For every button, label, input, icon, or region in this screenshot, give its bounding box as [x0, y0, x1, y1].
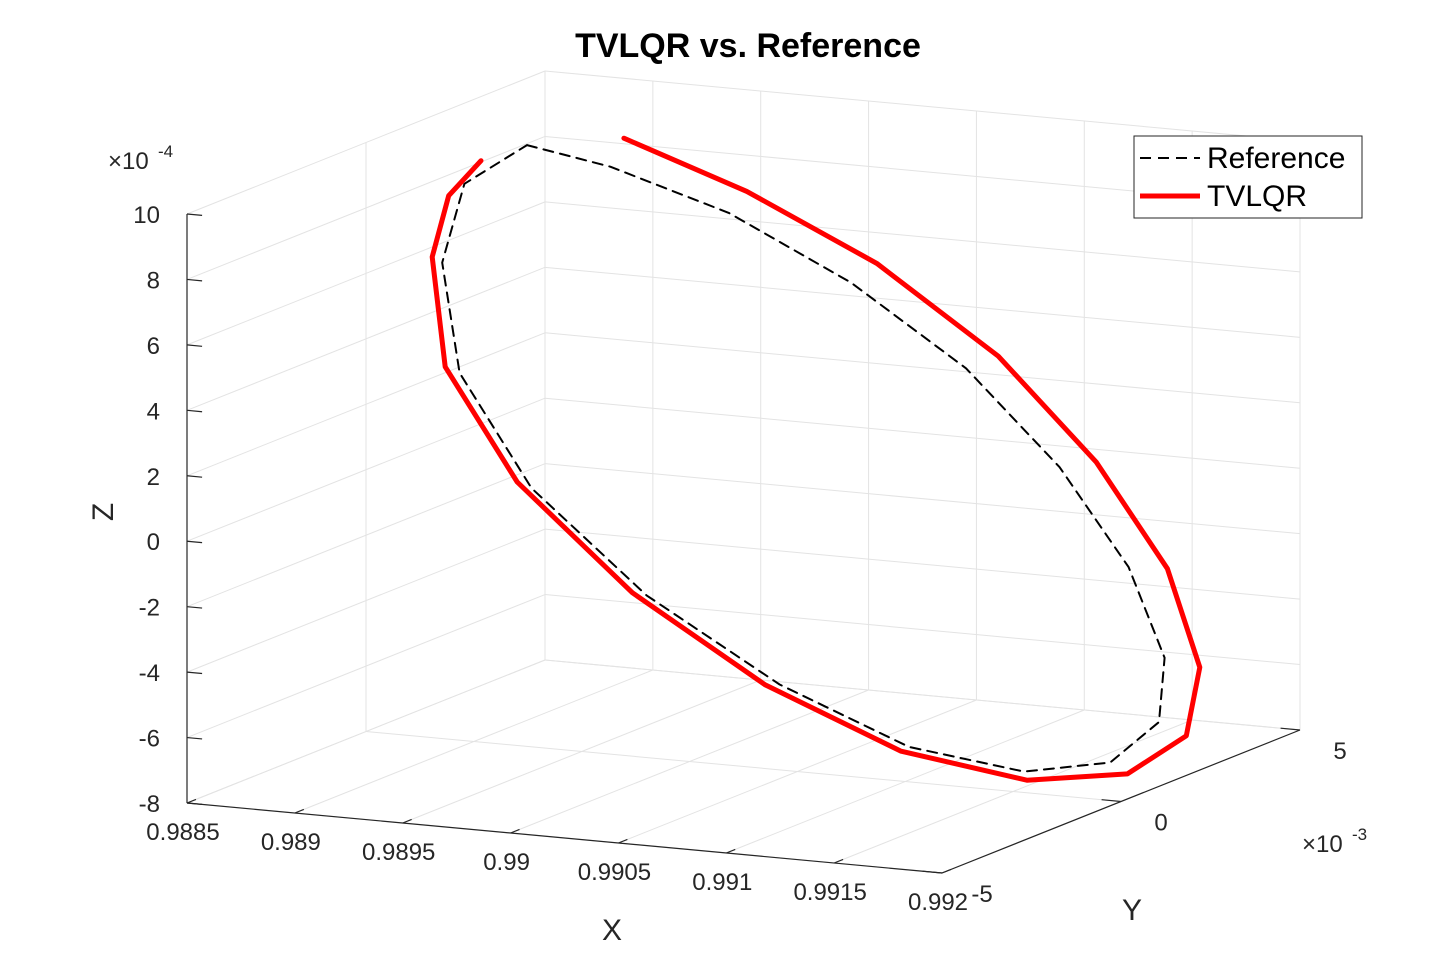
y-exponent: ×10 -3 [1302, 825, 1367, 858]
x-tick-mark [510, 828, 520, 834]
z-tick-label: -2 [139, 595, 160, 622]
x-tick-mark [618, 838, 628, 844]
z-tick-mark [186, 736, 203, 740]
x-tick-mark [294, 808, 305, 814]
axes-box [186, 213, 1301, 874]
y-tick-label: 5 [1333, 738, 1346, 765]
x-tick-mark [726, 848, 736, 854]
z-multiplier-exponent: -4 [158, 142, 173, 161]
y-tick-mark [1101, 799, 1122, 803]
tick-labels: 0.9885 0.989 0.9895 0.99 0.9905 0.991 0.9915 0.… [133, 202, 1346, 916]
y-tick-mark [922, 870, 943, 874]
x-tick-mark [402, 818, 412, 824]
z-tick-mark [186, 606, 203, 609]
legend-reference-label: Reference [1207, 142, 1345, 175]
grid-line [186, 659, 546, 804]
x-tick-label: 0.989 [261, 829, 321, 856]
grid-line [186, 201, 546, 346]
grid-line [186, 70, 546, 215]
y-tick-mark [1280, 727, 1301, 731]
grid-line [186, 397, 546, 542]
grid-line [365, 731, 1122, 802]
legend-tvlqr-label: TVLQR [1207, 180, 1307, 213]
grid [186, 70, 1301, 874]
x-axis-label: X [602, 914, 622, 947]
grid-line [544, 659, 1301, 731]
grid-line [544, 528, 1301, 600]
x-tick-label: 0.99 [483, 849, 530, 876]
grid-line [186, 266, 546, 411]
z-axis-label: Z [87, 503, 120, 521]
grid-line [186, 135, 546, 280]
x-tick-label: 0.992 [908, 889, 968, 916]
legend-box [1133, 135, 1363, 219]
y-tick-label: 0 [1154, 810, 1167, 837]
z-tick-label: 0 [147, 529, 160, 556]
x-tick-mark [941, 868, 952, 874]
z-tick-label: -4 [139, 660, 160, 687]
z-tick-label: 2 [147, 464, 160, 491]
grid-line [544, 397, 1301, 469]
x-tick-mark [833, 858, 844, 864]
grid-line [544, 463, 1301, 535]
z-tick-mark [186, 475, 203, 478]
grid-line [186, 528, 546, 673]
z-tick-mark [186, 540, 203, 544]
y-axis-label: Y [1122, 894, 1142, 927]
z-tick-label: 8 [147, 267, 160, 294]
x-axis-line [186, 802, 943, 874]
z-multiplier: ×10 [108, 148, 149, 175]
x-tick-label: 0.991 [692, 869, 752, 896]
z-tick-label: -6 [139, 726, 160, 753]
z-tick-label: -8 [139, 791, 160, 818]
z-tick-mark [186, 344, 203, 347]
grid-line [544, 266, 1301, 338]
y-tick-label: -5 [971, 881, 992, 908]
x-tick-label: 0.9905 [578, 859, 651, 886]
grid-line [186, 332, 546, 477]
grid-line [544, 70, 1301, 142]
reference-series-line [441, 144, 1166, 773]
grid-line [544, 594, 1301, 666]
z-tick-mark [186, 671, 203, 675]
y-multiplier: ×10 [1302, 831, 1343, 858]
legend: Reference TVLQR [1133, 135, 1363, 219]
z-tick-label: 6 [147, 333, 160, 360]
z-tick-label: 4 [147, 398, 160, 425]
z-tick-label: 10 [133, 202, 160, 229]
x-tick-label: 0.9895 [362, 839, 435, 866]
z-tick-mark [186, 213, 203, 216]
x-tick-mark [186, 798, 197, 804]
grid-line [544, 201, 1301, 273]
z-tick-mark [186, 409, 203, 413]
z-tick-mark [186, 278, 203, 282]
grid-line [186, 594, 546, 739]
series [429, 135, 1203, 783]
x-tick-label: 0.9915 [793, 879, 866, 906]
z-tick-mark [186, 802, 203, 805]
chart-title: TVLQR vs. Reference [575, 27, 921, 65]
z-exponent: ×10 -4 [108, 142, 173, 175]
grid-line [186, 463, 546, 608]
tvlqr-series-line [429, 135, 1203, 783]
x-tick-label: 0.9885 [146, 819, 219, 846]
y-multiplier-exponent: -3 [1352, 825, 1367, 844]
grid-line [544, 332, 1301, 404]
